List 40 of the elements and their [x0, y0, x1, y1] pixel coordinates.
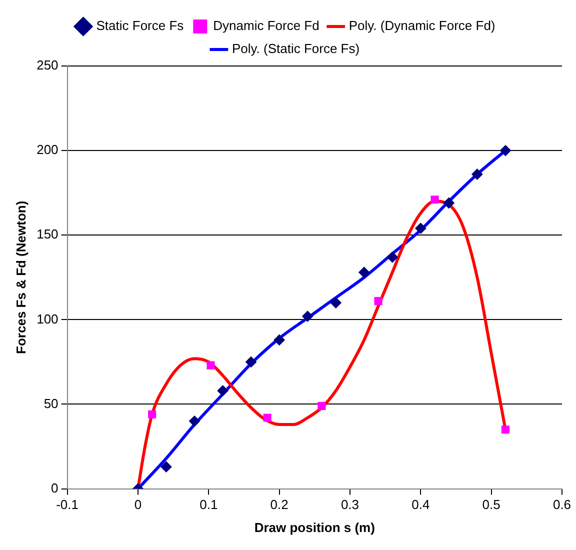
legend-label: Poly. (Dynamic Force Fd): [348, 18, 496, 34]
y-tick-label: 150: [36, 226, 58, 242]
point: [148, 410, 156, 418]
legend-label: Dynamic Force Fd: [213, 18, 320, 34]
point: [330, 297, 342, 308]
x-tick-label: -0.1: [56, 497, 78, 512]
legend-label: Static Force Fs: [96, 18, 184, 34]
point: [318, 402, 326, 410]
x-tick-label: 0.4: [412, 497, 430, 512]
point: [443, 197, 454, 208]
point: [189, 416, 200, 427]
point: [263, 414, 272, 422]
x-tick-label: 0.6: [552, 497, 572, 512]
point: [386, 252, 398, 263]
point: [206, 361, 215, 370]
point: [246, 356, 257, 368]
point: [374, 297, 382, 306]
point: [274, 334, 285, 346]
point: [302, 310, 314, 322]
point: [472, 168, 483, 180]
y-tick-label: 50: [44, 396, 58, 411]
y-tick-label: 0: [51, 480, 58, 496]
x-tick-label: 0.5: [482, 497, 500, 512]
y-tick-label: 100: [36, 311, 58, 326]
point: [501, 426, 510, 434]
x-tick-label: 0.3: [340, 497, 360, 512]
point: [415, 222, 426, 234]
y-tick-label: 250: [36, 58, 58, 73]
x-tick-label: 0: [134, 497, 142, 512]
y-axis-title: Forces Fs & Fd (Newton): [13, 200, 28, 354]
point: [160, 461, 172, 472]
x-axis-title: Draw position s (m): [254, 520, 375, 535]
point: [500, 145, 511, 156]
x-tick-label: 0.2: [270, 497, 288, 512]
point: [358, 266, 370, 278]
point: [217, 385, 228, 396]
x-tick-label: 0.1: [200, 497, 218, 512]
y-tick-label: 200: [36, 142, 58, 158]
point: [430, 196, 439, 204]
legend-label: Poly. (Static Force Fs): [232, 41, 360, 56]
